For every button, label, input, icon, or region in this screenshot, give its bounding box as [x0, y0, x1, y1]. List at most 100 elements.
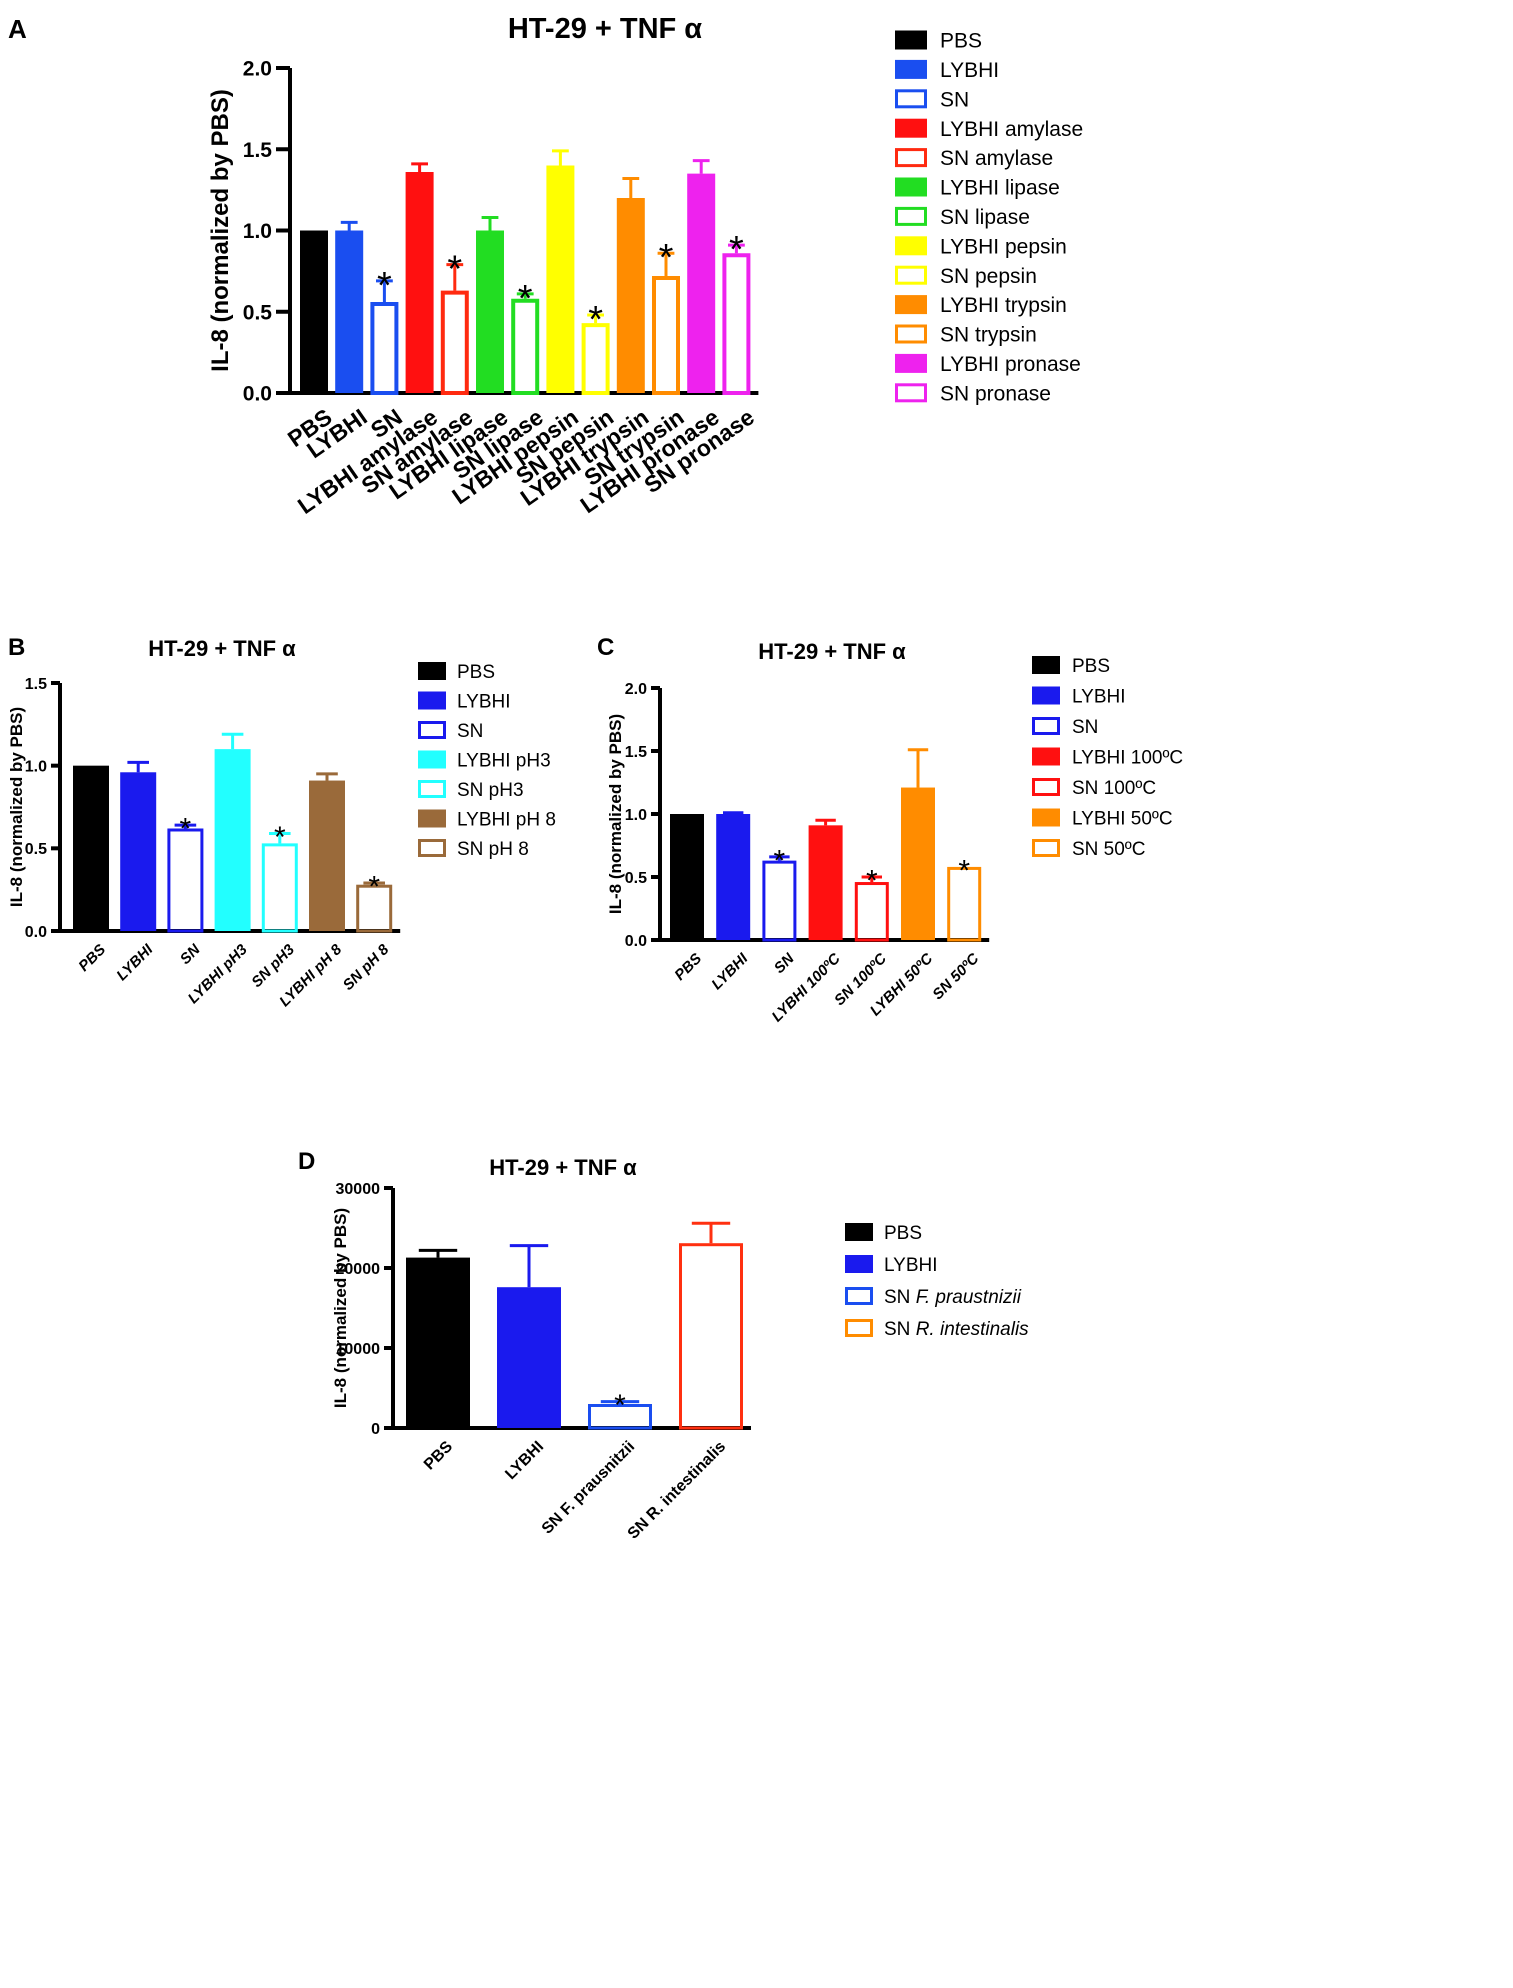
bar [511, 298, 540, 395]
panel-letter: C [597, 634, 614, 661]
y-tick-label: 0.0 [25, 924, 47, 941]
legend-label: SN [1072, 717, 1098, 738]
chart-title: HT-29 + TNF α [489, 1155, 637, 1180]
significance-star: * [447, 249, 462, 291]
legend-label: SN lipase [940, 206, 1030, 229]
legend-label: SN pH 8 [457, 839, 529, 860]
legend-label: LYBHI pepsin [940, 235, 1067, 258]
panel-letter: B [8, 634, 25, 661]
x-tick-label: LYBHI [113, 941, 157, 985]
bar [722, 253, 751, 395]
x-tick-label: SN pH 8 [340, 941, 393, 994]
legend-swatch [845, 1287, 873, 1305]
legend-label-italic: R. intestinalis [916, 1319, 1029, 1340]
legend-label: LYBHI 50ºC [1072, 808, 1173, 829]
legend-label: SN [940, 88, 969, 111]
y-tick-label: 1.0 [243, 220, 272, 243]
legend-label-prefix: SN [884, 1287, 916, 1308]
bar [616, 198, 645, 393]
y-tick-label: 1.0 [25, 758, 47, 775]
legend-swatch [418, 662, 446, 680]
bar [762, 860, 797, 942]
y-tick-label: 1.5 [625, 744, 647, 761]
bar [300, 230, 328, 393]
panel-letter: A [8, 14, 27, 44]
y-tick-label: 2.0 [625, 681, 647, 698]
significance-star: * [958, 854, 970, 887]
legend-label: SN pronase [940, 382, 1051, 405]
legend-label: LYBHI pH 8 [457, 809, 556, 830]
legend-swatch [895, 89, 927, 109]
y-tick-label: 2.0 [243, 58, 272, 81]
chart-title: HT-29 + TNF α [758, 639, 906, 664]
legend-label: PBS [457, 662, 495, 683]
panel-letter: D [298, 1148, 315, 1175]
bar [546, 165, 575, 393]
legend-label: LYBHI lipase [940, 177, 1060, 200]
bar [679, 1243, 743, 1430]
bar [309, 780, 345, 931]
legend-swatch [895, 295, 927, 315]
legend-swatch [895, 118, 927, 138]
legend-label: LYBHI [884, 1255, 938, 1276]
legend-label-italic: F. praustnizii [916, 1287, 1022, 1308]
y-tick-label: 0 [371, 1421, 380, 1438]
bar [947, 866, 982, 942]
bar [808, 825, 843, 940]
y-tick-label: 30000 [336, 1181, 381, 1198]
bar [716, 814, 751, 940]
bar [356, 884, 393, 933]
y-tick-label: 20000 [336, 1261, 381, 1278]
bar [652, 276, 680, 395]
chart-panel-d: D HT-29 + TNF α 0 10000 20000 30000 IL-8 (norm… [298, 1148, 1029, 1543]
legend-swatch [1032, 717, 1060, 735]
legend-swatch [418, 809, 446, 828]
bar [120, 772, 157, 931]
x-tick-label: LYBHI [502, 1438, 547, 1483]
legend-swatch [1032, 808, 1060, 827]
chart-panel-c: C HT-29 + TNF α 0.0 0.5 1.0 1.5 2.0IL-8 (norma… [597, 634, 1183, 1025]
legend-swatch [1032, 656, 1060, 674]
x-tick-label: SN F. prausnitzii [539, 1438, 638, 1537]
legend: PBS LYBHI SN LYBHI pH3 SN pH3 LYBHI pH 8 SN pH… [418, 662, 556, 860]
significance-star: * [659, 237, 674, 279]
legend-label: LYBHI pH3 [457, 750, 551, 771]
y-tick-label: 0.0 [243, 383, 272, 406]
legend-swatch [1032, 686, 1060, 705]
bar [370, 302, 399, 395]
significance-star: * [368, 871, 380, 904]
x-tick-label: PBS [421, 1438, 457, 1474]
bar [588, 1404, 652, 1430]
x-tick-label: SN 50ºC [929, 949, 983, 1003]
legend-swatch [845, 1223, 873, 1241]
legend-swatch [418, 839, 446, 857]
legend-swatch [895, 148, 927, 168]
x-tick-label: SN R. intestinalis [625, 1438, 730, 1543]
legend-swatch [895, 177, 927, 197]
bar [476, 230, 504, 393]
legend-label: LYBHI [940, 59, 999, 82]
legend-label: LYBHI [1072, 686, 1126, 707]
legend-label: SN F. praustnizii [884, 1287, 1022, 1308]
legend-swatch [895, 59, 927, 79]
legend-label: LYBHI [457, 691, 511, 712]
significance-star: * [274, 821, 286, 854]
bar [901, 787, 935, 940]
legend-swatch [418, 750, 446, 769]
legend-label: PBS [940, 30, 982, 53]
x-tick-label: SN [177, 940, 205, 968]
bar [261, 843, 298, 933]
chart-title: HT-29 + TNF α [148, 636, 296, 661]
x-tick-label: LYBHI [708, 950, 752, 994]
bar [687, 173, 716, 393]
significance-star: * [518, 278, 533, 320]
bar [581, 323, 610, 395]
significance-star: * [180, 813, 192, 846]
legend-swatch [845, 1319, 873, 1337]
legend-swatch [418, 691, 446, 710]
y-tick-label: 0.5 [625, 870, 647, 887]
y-tick-label: 1.5 [25, 676, 47, 693]
legend-swatch [895, 324, 927, 344]
legend-label: SN pepsin [940, 265, 1037, 288]
legend-label-prefix: SN [884, 1319, 916, 1340]
